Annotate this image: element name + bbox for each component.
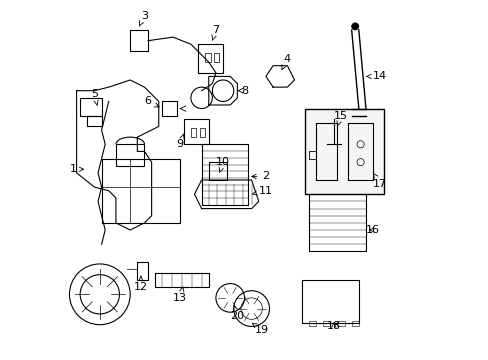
Text: 3: 3 bbox=[139, 11, 148, 26]
Text: 2: 2 bbox=[251, 171, 269, 181]
Bar bbox=[347, 123, 372, 180]
Bar bbox=[137, 262, 148, 280]
Bar bbox=[214, 53, 219, 62]
Bar bbox=[351, 321, 358, 327]
Text: 18: 18 bbox=[326, 321, 340, 332]
Text: 14: 14 bbox=[366, 71, 386, 81]
Text: 12: 12 bbox=[134, 276, 148, 292]
Text: 10: 10 bbox=[216, 157, 229, 172]
Bar bbox=[301, 280, 358, 323]
Text: 13: 13 bbox=[173, 287, 187, 303]
Bar bbox=[190, 128, 196, 137]
Text: 19: 19 bbox=[252, 323, 269, 335]
Bar bbox=[183, 119, 208, 144]
Bar bbox=[337, 321, 344, 327]
Bar bbox=[205, 53, 210, 62]
Text: 5: 5 bbox=[91, 89, 98, 105]
Bar bbox=[308, 194, 365, 251]
Bar bbox=[305, 109, 383, 194]
Bar bbox=[208, 162, 226, 180]
Bar bbox=[162, 102, 176, 116]
Text: 17: 17 bbox=[372, 174, 386, 189]
Text: 20: 20 bbox=[230, 305, 244, 321]
Bar bbox=[200, 128, 205, 137]
Bar bbox=[308, 321, 315, 327]
Bar bbox=[315, 123, 337, 180]
Bar bbox=[102, 158, 180, 223]
Bar bbox=[323, 321, 329, 327]
Bar bbox=[87, 116, 102, 126]
Bar bbox=[116, 144, 144, 166]
Circle shape bbox=[351, 23, 358, 30]
Text: 6: 6 bbox=[144, 96, 159, 107]
Bar bbox=[201, 144, 247, 205]
Text: 9: 9 bbox=[176, 134, 184, 149]
Text: 8: 8 bbox=[238, 86, 247, 96]
Text: 16: 16 bbox=[366, 225, 379, 235]
Text: 4: 4 bbox=[281, 54, 290, 69]
Bar bbox=[198, 44, 223, 73]
Bar bbox=[80, 98, 102, 116]
Text: 1: 1 bbox=[69, 164, 83, 174]
Text: 15: 15 bbox=[333, 111, 347, 126]
Text: 7: 7 bbox=[211, 25, 219, 40]
Bar bbox=[130, 30, 148, 51]
Text: 11: 11 bbox=[252, 186, 272, 196]
